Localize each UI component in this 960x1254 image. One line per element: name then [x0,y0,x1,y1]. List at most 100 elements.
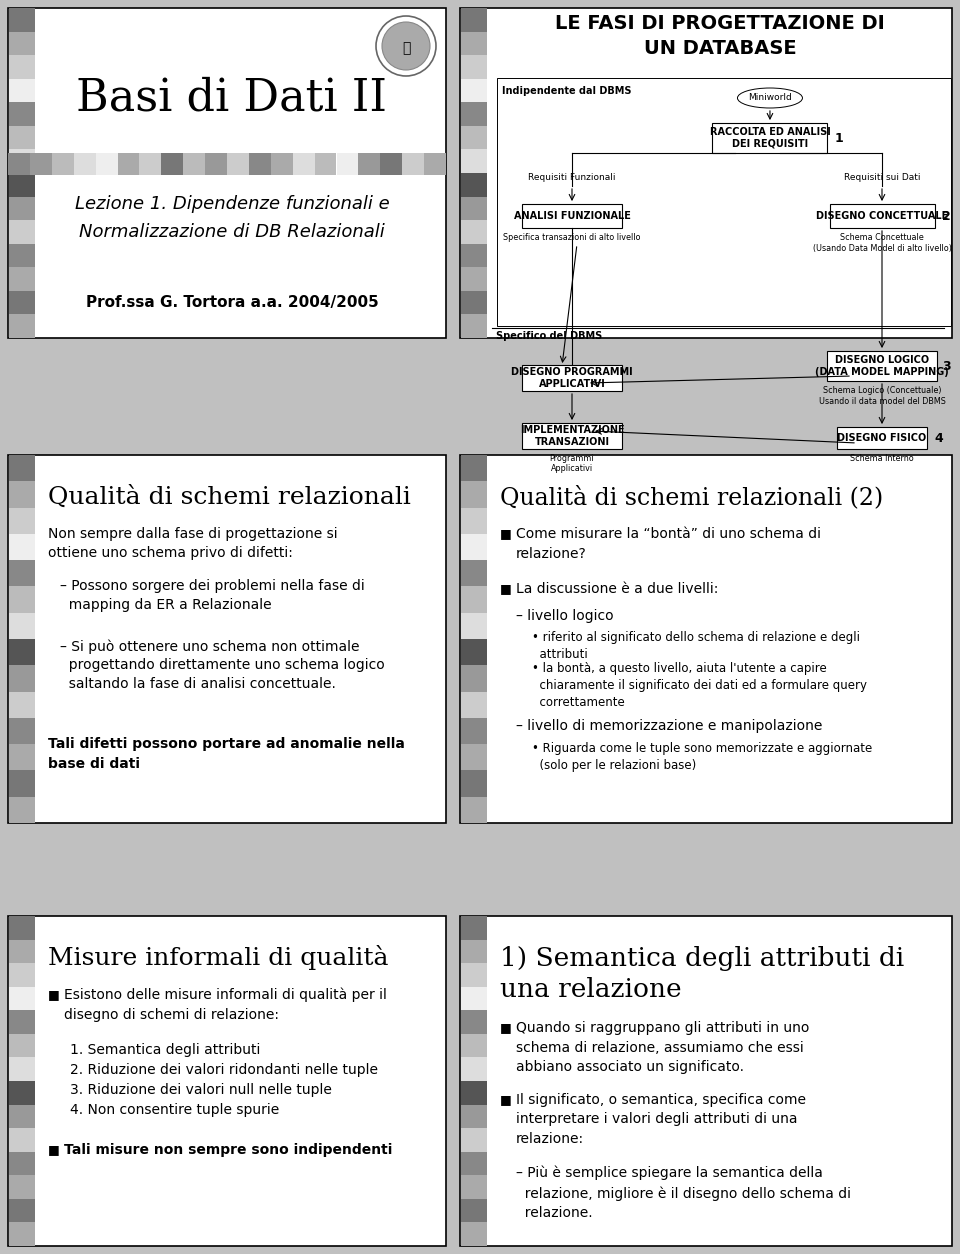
Bar [837,428,927,449]
Bar [52,153,74,176]
Bar [293,153,315,176]
Text: 1: 1 [835,132,844,144]
Bar [9,31,35,55]
Bar [9,173,35,197]
Bar [8,8,446,339]
Bar [460,915,952,1246]
Bar [9,744,35,770]
Bar [358,153,380,176]
Bar [249,153,271,176]
Bar [461,243,487,267]
Text: • la bontà, a questo livello, aiuta l'utente a capire
  chiaramente il significa: • la bontà, a questo livello, aiuta l'ut… [532,662,867,709]
Text: Programmi
Applicativi: Programmi Applicativi [550,454,594,474]
Bar [9,291,35,315]
Text: Esistono delle misure informali di qualità per il
disegno di schemi di relazione: Esistono delle misure informali di quali… [64,988,387,1022]
Text: Specifico del DBMS: Specifico del DBMS [496,331,602,341]
Text: Schema Interno: Schema Interno [851,454,914,463]
Circle shape [382,23,430,70]
Bar [522,204,622,228]
Text: DISEGNO LOGICO
(DATA MODEL MAPPING): DISEGNO LOGICO (DATA MODEL MAPPING) [815,355,948,376]
Text: 2: 2 [942,209,950,222]
Bar [9,79,35,103]
Bar [9,149,35,173]
Bar [461,963,487,987]
Bar [9,221,35,243]
Bar [9,1151,35,1175]
Bar [205,153,227,176]
Bar [461,482,487,508]
Bar [827,351,937,381]
Bar [461,613,487,640]
Bar [460,8,952,339]
Bar [9,243,35,267]
Bar [461,1223,487,1246]
Bar [9,55,35,79]
Bar [9,987,35,1011]
Bar [461,640,487,666]
Text: 4. Non consentire tuple spurie: 4. Non consentire tuple spurie [70,1104,279,1117]
Bar [9,534,35,561]
Text: Indipendente dal DBMS: Indipendente dal DBMS [502,87,632,97]
Text: IMPLEMENTAZIONE
TRANSAZIONI: IMPLEMENTAZIONE TRANSAZIONI [519,425,624,446]
Bar [460,455,952,823]
Bar [9,1033,35,1057]
Text: Schema Logico (Concettuale)
Usando il data model del DBMS: Schema Logico (Concettuale) Usando il da… [819,386,946,406]
Bar [424,153,446,176]
Bar [139,153,161,176]
Text: RACCOLTA ED ANALISI
DEI REQUISITI: RACCOLTA ED ANALISI DEI REQUISITI [709,127,830,149]
Bar [315,153,337,176]
Text: Qualità di schemi relazionali (2): Qualità di schemi relazionali (2) [500,485,883,509]
Bar [9,613,35,640]
Text: Prof.ssa G. Tortora a.a. 2004/2005: Prof.ssa G. Tortora a.a. 2004/2005 [85,296,378,311]
Text: – livello logico: – livello logico [516,609,613,623]
Bar [461,717,487,744]
Bar [9,1057,35,1081]
Bar [9,666,35,691]
Bar [461,587,487,613]
Bar [712,123,828,153]
Text: DISEGNO CONCETTUALE: DISEGNO CONCETTUALE [816,211,948,221]
Bar [522,365,622,391]
Bar [9,915,35,939]
Text: Specifica transazioni di alto livello: Specifica transazioni di alto livello [503,233,640,242]
Text: ■: ■ [500,527,512,540]
Bar [497,78,951,326]
Bar [461,796,487,823]
Bar [9,8,35,31]
Text: Come misurare la “bontà” di uno schema di
relazione?: Come misurare la “bontà” di uno schema d… [516,527,821,561]
Bar [461,691,487,717]
Bar [74,153,96,176]
Bar [461,291,487,315]
Bar [461,1129,487,1151]
Bar [9,103,35,125]
Text: – livello di memorizzazione e manipolazione: – livello di memorizzazione e manipolazi… [516,719,823,734]
Bar [402,153,424,176]
Bar [9,267,35,291]
Text: Tali misure non sempre sono indipendenti: Tali misure non sempre sono indipendenti [64,1142,393,1157]
Bar [461,149,487,173]
Text: Il significato, o semantica, specifica come
interpretare i valori degli attribut: Il significato, o semantica, specifica c… [516,1093,806,1146]
Text: ■: ■ [500,582,512,594]
Bar [461,8,487,31]
Bar [461,534,487,561]
Bar [522,423,622,449]
Bar [9,587,35,613]
Text: – Si può ottenere uno schema non ottimale
  progettando direttamente uno schema : – Si può ottenere uno schema non ottimal… [60,640,385,691]
Bar [461,561,487,587]
Bar [461,1105,487,1129]
Bar [829,204,934,228]
Bar [183,153,205,176]
Text: 🏛: 🏛 [402,41,410,55]
Bar [9,640,35,666]
Bar [9,197,35,221]
Text: • riferito al significato dello schema di relazione e degli
  attributi: • riferito al significato dello schema d… [532,631,860,661]
Bar [96,153,117,176]
Text: 1. Semantica degli attributi: 1. Semantica degli attributi [70,1043,260,1057]
Text: 1) Semantica degli attributi di
una relazione: 1) Semantica degli attributi di una rela… [500,946,904,1002]
Bar [461,1057,487,1081]
Bar [461,987,487,1011]
Text: 3. Riduzione dei valori null nelle tuple: 3. Riduzione dei valori null nelle tuple [70,1083,332,1097]
Text: La discussione è a due livelli:: La discussione è a due livelli: [516,582,718,596]
Bar [9,315,35,339]
Bar [461,939,487,963]
